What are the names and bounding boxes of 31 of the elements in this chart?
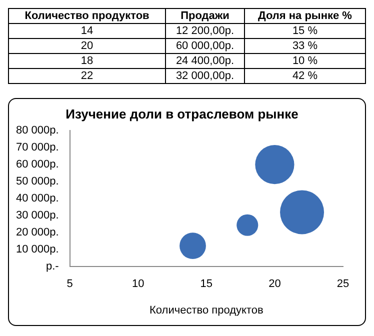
text: 42 % xyxy=(244,68,366,84)
text: 60 000,00р. xyxy=(166,38,244,54)
y-tick-label: р.- xyxy=(46,260,60,273)
text: 10 % xyxy=(244,54,366,68)
text: 33 % xyxy=(244,38,366,54)
y-tick-label: 10 000р. xyxy=(16,244,59,256)
text: 18 xyxy=(8,54,166,68)
text: 14 xyxy=(8,24,166,38)
y-tick-label: 40 000р. xyxy=(16,192,59,205)
x-tick-label: 10 xyxy=(132,278,144,290)
x-tick-label: 15 xyxy=(200,278,213,290)
text: 20 xyxy=(8,38,166,54)
text: 24 400,00р. xyxy=(166,54,244,68)
y-tick-label: 80 000р. xyxy=(16,124,59,137)
text: Доля на рынке % xyxy=(244,8,366,24)
text: Количество продуктов xyxy=(8,8,166,24)
x-tick-label: 5 xyxy=(66,278,73,290)
x-tick-label: 20 xyxy=(268,278,281,290)
text: 12 200,00р. xyxy=(166,24,244,38)
x-axis-title: Количество продуктов xyxy=(150,304,264,316)
y-tick-label: 20 000р. xyxy=(16,226,59,239)
y-tick-label: 70 000р. xyxy=(16,142,59,154)
y-tick-label: 30 000р. xyxy=(16,210,59,222)
chart-title: Изучение доли в отраслевом рынке xyxy=(66,106,298,122)
text: 15 % xyxy=(244,24,366,38)
x-tick-label: 25 xyxy=(336,278,350,290)
text: 22 xyxy=(8,68,166,84)
text: 32 000,00р. xyxy=(166,68,244,84)
y-tick-label: 60 000р. xyxy=(16,158,59,171)
y-tick-label: 50 000р. xyxy=(16,176,59,188)
text: Продажи xyxy=(166,8,244,24)
